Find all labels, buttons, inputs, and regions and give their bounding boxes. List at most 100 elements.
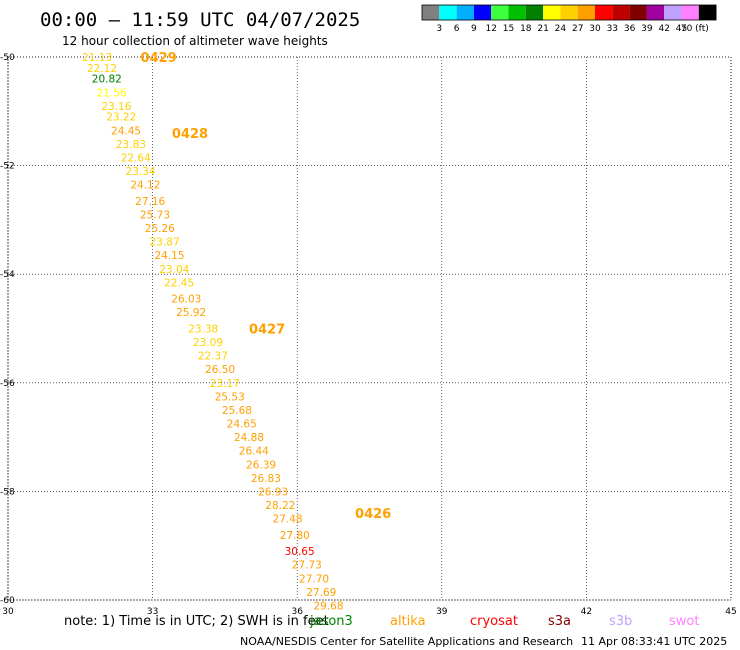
scale-swatch [698,5,717,20]
swh-point: 27.70 [299,573,329,585]
swh-point: 24.12 [130,180,160,192]
swh-point: 22.64 [121,152,151,164]
scale-swatch [595,5,613,20]
swh-point: 26.03 [171,294,201,306]
scale-tick-label: 24 [555,24,567,34]
x-tick-label: 45 [725,607,736,617]
y-tick-label: -52 [0,162,15,172]
satellite-label: s3b [609,614,632,629]
swh-point: 23.22 [106,112,136,124]
swh-point: 26.93 [258,486,288,498]
swh-point: 22.12 [87,63,117,75]
chart-title: 00:00 – 11:59 UTC 04/07/2025 [40,9,360,31]
swh-point: 25.68 [222,405,252,417]
swh-point: 22.37 [198,351,228,363]
swh-point: 26.44 [239,446,269,458]
swh-point: 21.13 [82,52,112,64]
scale-tick-label: 18 [520,24,532,34]
x-tick-label: 30 [2,607,14,617]
scale-tick-label: 42 [658,24,669,34]
x-tick-label: 36 [291,607,303,617]
satellite-label: s3a [548,614,571,629]
map-grid [7,56,732,601]
pass-time-label: 0427 [249,323,285,338]
scale-tick-label: 45 [676,24,687,34]
scale-swatch [525,5,544,20]
swh-point: 25.92 [176,307,206,319]
y-tick-label: -58 [0,487,15,497]
swh-point: 21.56 [97,87,127,99]
y-tick-label: -56 [0,379,15,389]
scale-swatch [646,5,665,20]
x-tick-label: 42 [581,607,592,617]
scale-tick-label: 21 [537,24,548,34]
satellite-label: cryosat [470,614,518,629]
swh-point: 23.16 [101,101,131,113]
scale-tick-label: 12 [485,24,496,34]
scale-swatch [664,5,682,20]
scale-swatch [439,5,457,20]
swh-point: 22.45 [164,277,194,289]
satellite-label: altika [390,614,426,629]
axis-tick-labels: 30 33 36 39 42 45 -50 -52 -54 -56 -58 -60 [0,53,737,617]
swh-point: 23.17 [210,378,240,390]
swh-point: 23.04 [159,264,189,276]
scale-swatch [491,5,509,20]
swh-point: 26.50 [205,364,235,376]
swh-point: 27.80 [280,530,310,542]
credit-text: NOAA/NESDIS Center for Satellite Applica… [240,635,573,648]
swh-point: 25.53 [215,391,245,403]
swh-point: 27.69 [306,587,336,599]
swh-point: 25.26 [145,223,175,235]
scale-swatch [422,5,440,20]
swh-point: 28.22 [265,500,295,512]
swh-point: 24.65 [227,419,257,431]
scale-swatch [681,5,699,20]
scale-swatch [577,5,595,20]
swh-point: 23.83 [116,139,146,151]
scale-swatch [560,5,578,20]
scale-frame [421,4,717,21]
swh-point: 23.38 [188,324,218,336]
swh-point: 24.88 [234,432,264,444]
swh-point: 23.34 [126,166,156,178]
footer-note: note: 1) Time is in UTC; 2) SWH is in fe… [64,614,329,629]
generated-timestamp: 11 Apr 08:33:41 UTC 2025 [581,635,727,648]
scale-swatch [456,5,474,20]
y-tick-label: -60 [0,596,15,606]
swh-point: 27.16 [135,196,165,208]
satellite-label: swot [669,614,699,629]
scale-swatch [473,5,492,20]
swh-point: 20.82 [92,74,122,86]
swh-point: 26.39 [246,459,276,471]
pass-time-label: 0429 [141,51,177,66]
pass-time-labels: 0429 0428 0427 0426 [141,51,392,522]
scale-swatch [629,5,647,20]
scale-tick-label: 3 [436,24,442,34]
scale-tick-label: 15 [503,24,514,34]
swh-point: 29.68 [313,600,343,612]
swh-point: 25.73 [140,209,170,221]
swh-point: 27.48 [273,514,303,526]
scale-tick-label: 30 [589,24,601,34]
scale-tick-label: 36 [624,24,636,34]
scale-tick-label: 6 [454,24,460,34]
scale-swatch [543,5,561,20]
swh-point: 23.09 [193,337,223,349]
pass-time-label: 0426 [355,507,391,522]
swh-point: 24.45 [111,125,141,137]
satellite-legend: jason3 altika cryosat s3a s3b swot [309,614,699,629]
pass-time-label: 0428 [172,127,208,142]
chart-subtitle: 12 hour collection of altimeter wave hei… [62,34,328,48]
scale-swatch [612,5,630,20]
swh-point: 23.87 [150,237,180,249]
swh-point: 24.15 [154,250,184,262]
x-tick-label: 33 [147,607,158,617]
scale-tick-label: 39 [641,24,653,34]
swh-point: 30.65 [285,546,315,558]
y-tick-label: -54 [0,270,15,280]
scale-tick-label: 27 [572,24,583,34]
